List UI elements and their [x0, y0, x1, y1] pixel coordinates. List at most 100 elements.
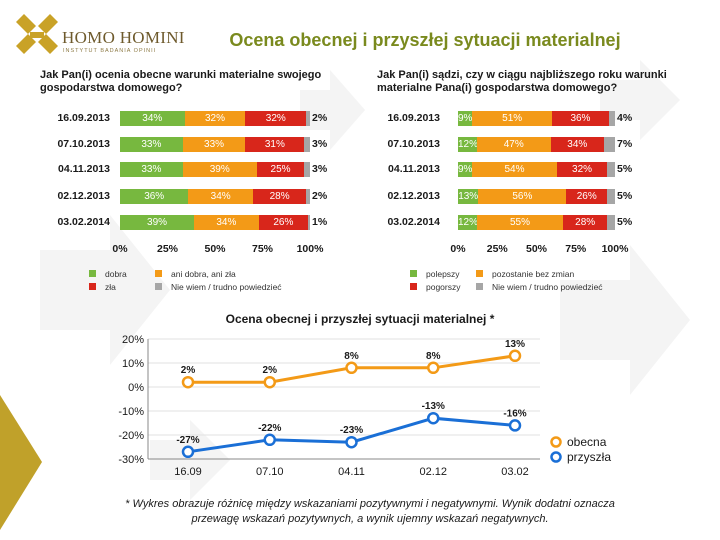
right-bar-segment: 36% [552, 111, 609, 126]
right-bar-value-label: 12% [458, 217, 479, 228]
left-bar-segment: 33% [120, 162, 183, 177]
right-row-label: 04.11.2013 [388, 163, 440, 175]
left-row-label: 16.09.2013 [57, 112, 110, 124]
right-legend-label: polepszy [426, 269, 460, 279]
left-row-label: 03.02.2014 [57, 216, 110, 228]
right-bar-value-label: 55% [509, 217, 530, 228]
right-legend-item: pogorszy [410, 282, 461, 292]
left-axis-tick-label: 100% [296, 243, 324, 255]
left-legend-item: ani dobra, ani zła [155, 269, 236, 279]
line-chart-x-tick-label: 07.10 [256, 466, 284, 478]
right-row-label: 03.02.2014 [387, 216, 440, 228]
left-bar-value-label: 33% [141, 139, 162, 150]
right-bar-value-label: 28% [575, 217, 596, 228]
left-axis-tick-label: 25% [156, 243, 179, 255]
line-data-label: -27% [176, 435, 199, 446]
left-bar-value-label: 25% [270, 164, 291, 175]
right-bar-segment [607, 162, 615, 177]
right-bar-value-label: 5% [617, 163, 633, 175]
right-bar-value-label: 9% [458, 113, 473, 124]
right-bar-segment: 13% [458, 189, 479, 204]
right-bar-segment: 47% [476, 137, 551, 152]
right-bar-segment: 54% [472, 162, 557, 177]
right-row-label: 07.10.2013 [387, 138, 440, 150]
line-chart-y-tick-label: -30% [118, 454, 144, 466]
left-bar-segment: 39% [182, 162, 257, 177]
left-bar-segment: 31% [245, 137, 305, 152]
left-bar-segment: 36% [120, 189, 189, 204]
right-legend-swatch [410, 283, 417, 290]
right-axis-tick-label: 100% [601, 243, 629, 255]
left-bar-segment: 32% [245, 111, 307, 126]
right-bar-segment: 26% [566, 189, 608, 204]
left-bar-value-label: 34% [142, 113, 163, 124]
left-bar-value-label: 39% [209, 164, 230, 175]
right-bar-value-label: 12% [458, 139, 479, 150]
corner-triangle-decoration [0, 395, 42, 530]
line-point-current [508, 349, 522, 363]
line-chart-y-tick-label: -10% [118, 406, 144, 418]
right-bar-segment: 55% [476, 215, 564, 230]
left-bar-value-label: 31% [264, 139, 285, 150]
left-bar-segment [306, 189, 310, 204]
line-data-label: -22% [258, 423, 281, 434]
line-point-current [345, 361, 358, 375]
left-bar-value-label: 33% [141, 164, 162, 175]
line-point-current [181, 375, 195, 389]
left-bar-segment: 39% [120, 215, 195, 230]
line-data-label: 13% [505, 339, 525, 350]
line-chart-x-tick-label: 02.12 [419, 466, 447, 478]
line-point-future [263, 433, 276, 447]
line-point-future [181, 445, 195, 459]
left-bar-segment [308, 215, 310, 230]
left-legend-label: dobra [105, 269, 127, 279]
right-bar-value-label: 34% [567, 139, 588, 150]
right-bar-segment: 56% [478, 189, 567, 204]
left-legend-swatch [89, 283, 96, 290]
left-bar-value-label: 1% [312, 216, 328, 228]
line-legend-marker [550, 436, 562, 448]
line-legend-label: obecna [567, 435, 607, 449]
left-legend-label: ani dobra, ani zła [171, 269, 236, 279]
right-bar-segment: 9% [458, 111, 472, 126]
right-axis-tick-label: 50% [525, 243, 548, 255]
left-bar-value-label: 3% [312, 163, 328, 175]
right-legend-item: Nie wiem / trudno powiedzieć [476, 282, 603, 292]
right-legend-label: pogorszy [426, 282, 461, 292]
footnote: * Wykres obrazuje różnicę między wskazan… [125, 498, 615, 525]
brand-logo: HOMO HOMINI INSTYTUT BADANIA OPINII [14, 14, 184, 56]
right-legend-swatch [476, 283, 483, 290]
right-legend-item: pozostanie bez zmian [476, 269, 574, 279]
right-bar-segment [608, 111, 615, 126]
right-bar-segment: 51% [472, 111, 553, 126]
right-row-label: 02.12.2013 [387, 190, 440, 202]
line-chart-y-tick-label: 20% [122, 334, 144, 346]
left-legend-label: Nie wiem / trudno powiedzieć [171, 282, 282, 292]
right-row-label: 16.09.2013 [387, 112, 440, 124]
left-legend-swatch [155, 270, 162, 277]
right-bar-value-label: 47% [503, 139, 524, 150]
left-bar-value-label: 2% [312, 190, 328, 202]
line-data-label: 8% [344, 351, 359, 362]
right-axis-tick-label: 25% [486, 243, 508, 255]
line-legend-label: przyszła [567, 450, 611, 464]
right-bar-segment: 9% [458, 162, 472, 177]
brand-name: HOMO HOMINI [62, 28, 185, 47]
line-data-label: 8% [426, 351, 441, 362]
right-legend-label: pozostanie bez zmian [492, 269, 575, 279]
left-bar-segment: 34% [188, 189, 253, 204]
brand-subtitle: INSTYTUT BADANIA OPINII [63, 48, 157, 54]
line-chart-y-tick-label: 0% [128, 382, 144, 394]
left-bar-segment: 25% [256, 162, 305, 177]
line-point-current [427, 361, 440, 375]
right-bar-value-label: 36% [570, 113, 591, 124]
right-bar-value-label: 5% [617, 216, 633, 228]
left-bar-value-label: 32% [265, 113, 286, 124]
right-legend-swatch [410, 270, 417, 277]
right-bar-segment: 12% [458, 137, 479, 152]
right-bar-value-label: 9% [458, 164, 473, 175]
right-bar-segment [607, 215, 615, 230]
left-legend-item: dobra [89, 269, 127, 279]
